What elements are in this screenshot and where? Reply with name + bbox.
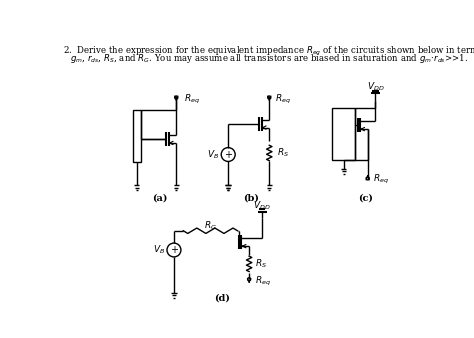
Text: $R_{eq}$: $R_{eq}$ (275, 93, 292, 106)
Text: (d): (d) (214, 294, 230, 303)
Text: $g_m$, $r_{ds}$, $R_S$, and $R_G$. You may assume all transistors are biased in : $g_m$, $r_{ds}$, $R_S$, and $R_G$. You m… (70, 52, 468, 65)
Text: $V_{DD}$: $V_{DD}$ (367, 80, 384, 93)
Text: +: + (170, 245, 178, 255)
Text: (b): (b) (244, 194, 259, 203)
Text: (c): (c) (358, 194, 373, 203)
Text: 2.  Derive the expression for the equivalent impedance $R_{eq}$ of the circuits : 2. Derive the expression for the equival… (63, 45, 474, 58)
Bar (332, 108, 356, 160)
Text: $R_{eq}$: $R_{eq}$ (255, 275, 271, 288)
Text: $R_{eq}$: $R_{eq}$ (184, 93, 200, 106)
Text: $V_B$: $V_B$ (207, 148, 219, 161)
Bar (133, 110, 141, 162)
Text: $R_G$: $R_G$ (204, 219, 217, 232)
Text: $V_{DD}$: $V_{DD}$ (254, 199, 271, 212)
Text: $V_B$: $V_B$ (153, 244, 164, 256)
Text: $R_{eq}$: $R_{eq}$ (373, 173, 389, 187)
Text: $R_S$: $R_S$ (255, 258, 267, 270)
Text: $R_S$: $R_S$ (277, 147, 289, 159)
Text: +: + (224, 149, 232, 160)
Text: (a): (a) (152, 194, 168, 203)
